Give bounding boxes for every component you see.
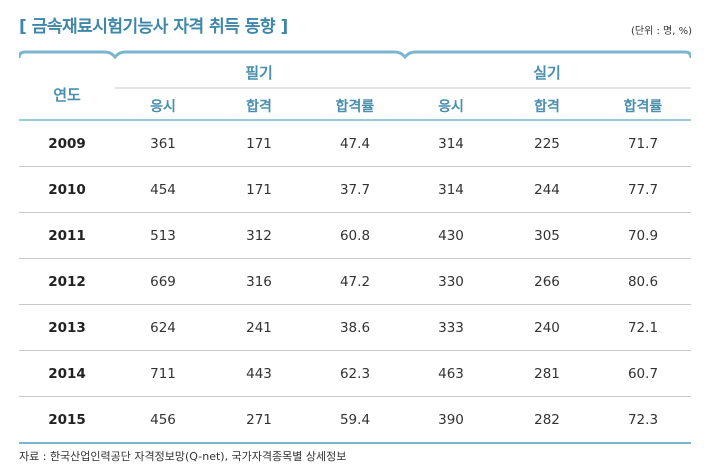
year-cell: 2014 [19, 350, 115, 397]
header-practical-apply: 응시 [438, 99, 464, 115]
table-cell: 711 [115, 350, 211, 397]
table-row: 2010 454 171 37.7 314 244 77.7 [19, 166, 691, 213]
table-cell: 47.4 [307, 121, 403, 167]
page-title: [ 금속재료시험기능사 자격 취득 동향 ] [19, 17, 288, 37]
table-cell: 37.7 [307, 166, 403, 213]
table-cell: 72.1 [595, 304, 691, 351]
table-cell: 430 [403, 212, 499, 259]
stats-table: 연도 필기 실기 응시 합격 합격률 응시 합격 합격률 2009 361 17… [19, 48, 691, 444]
unit-label: (단위 : 명, %) [631, 26, 692, 37]
table-cell: 266 [499, 258, 595, 305]
table-cell: 314 [403, 121, 499, 167]
table-cell: 316 [211, 258, 307, 305]
table-cell: 60.8 [307, 212, 403, 259]
table-row: 2013 624 241 38.6 333 240 72.1 [19, 304, 691, 351]
header-written: 필기 [245, 64, 273, 82]
year-cell: 2010 [19, 166, 115, 213]
table-cell: 669 [115, 258, 211, 305]
table-cell: 282 [499, 396, 595, 444]
table-body: 2009 361 171 47.4 314 225 71.7 2010 454 … [19, 121, 691, 444]
source-note: 자료 : 한국산업인력공단 자격정보망(Q-net), 국가자격종목별 상세정보 [19, 450, 347, 463]
table-row: 2014 711 443 62.3 463 281 60.7 [19, 350, 691, 397]
table-cell: 62.3 [307, 350, 403, 397]
header-practical-pass: 합격 [534, 99, 560, 115]
table-row: 2015 456 271 59.4 390 282 72.3 [19, 396, 691, 444]
table-cell: 333 [403, 304, 499, 351]
header-written-pass: 합격 [246, 99, 272, 115]
table-cell: 624 [115, 304, 211, 351]
table-cell: 443 [211, 350, 307, 397]
table-cell: 47.2 [307, 258, 403, 305]
year-cell: 2011 [19, 212, 115, 259]
table-cell: 330 [403, 258, 499, 305]
table-cell: 305 [499, 212, 595, 259]
table-cell: 72.3 [595, 396, 691, 444]
table-cell: 244 [499, 166, 595, 213]
table-cell: 59.4 [307, 396, 403, 444]
table-cell: 281 [499, 350, 595, 397]
year-cell: 2012 [19, 258, 115, 305]
table-cell: 240 [499, 304, 595, 351]
table-cell: 271 [211, 396, 307, 444]
table-header: 연도 필기 실기 응시 합격 합격률 응시 합격 합격률 [19, 48, 691, 121]
header-lines [19, 50, 691, 121]
table-cell: 71.7 [595, 121, 691, 167]
table-cell: 77.7 [595, 166, 691, 213]
table-cell: 463 [403, 350, 499, 397]
table-cell: 38.6 [307, 304, 403, 351]
table-cell: 361 [115, 121, 211, 167]
table-cell: 390 [403, 396, 499, 444]
table-cell: 70.9 [595, 212, 691, 259]
header-written-apply: 응시 [150, 99, 176, 115]
table-cell: 456 [115, 396, 211, 444]
table-row: 2009 361 171 47.4 314 225 71.7 [19, 121, 691, 167]
header-year: 연도 [53, 86, 81, 104]
table-cell: 225 [499, 121, 595, 167]
year-cell: 2015 [19, 396, 115, 444]
table-cell: 171 [211, 121, 307, 167]
table-row: 2012 669 316 47.2 330 266 80.6 [19, 258, 691, 305]
table-cell: 171 [211, 166, 307, 213]
year-cell: 2013 [19, 304, 115, 351]
header-practical-rate: 합격률 [623, 99, 663, 115]
table-cell: 241 [211, 304, 307, 351]
header-written-rate: 합격률 [335, 99, 375, 115]
year-cell: 2009 [19, 121, 115, 167]
header-practical: 실기 [533, 64, 561, 82]
table-cell: 314 [403, 166, 499, 213]
table-row: 2011 513 312 60.8 430 305 70.9 [19, 212, 691, 259]
table-cell: 312 [211, 212, 307, 259]
table-cell: 513 [115, 212, 211, 259]
table-cell: 454 [115, 166, 211, 213]
table-cell: 80.6 [595, 258, 691, 305]
table-cell: 60.7 [595, 350, 691, 397]
